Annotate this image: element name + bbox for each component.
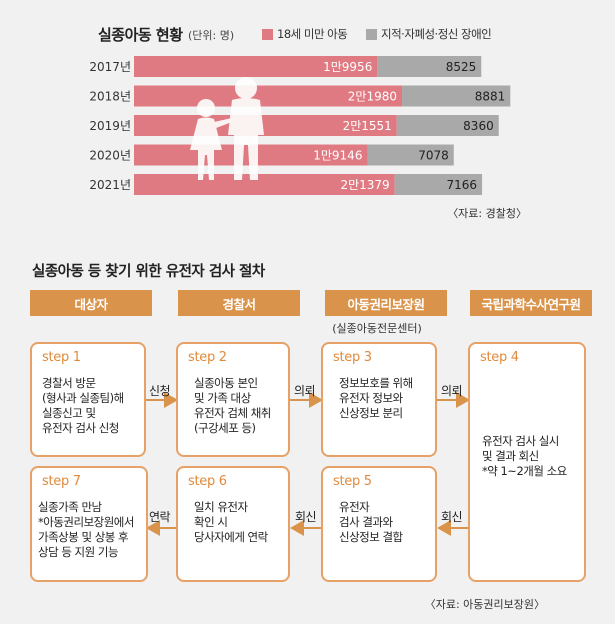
arrow-label-4-5: 회신 bbox=[441, 510, 463, 524]
header-nfs: 국립과학수사연구원 bbox=[470, 290, 592, 316]
header-police: 경찰서 bbox=[178, 290, 300, 316]
header-agency: 아동권리보장원 bbox=[325, 290, 447, 316]
step-6-label: step 6 bbox=[188, 474, 227, 489]
step-2-label: step 2 bbox=[188, 350, 227, 365]
procedure-source: 〈자료: 아동권리보장원〉 bbox=[424, 598, 545, 611]
year-label: 2021년 bbox=[89, 178, 131, 192]
legend-swatch-disabled bbox=[366, 28, 377, 40]
bar-disabled bbox=[396, 115, 499, 136]
bar-disabled bbox=[377, 56, 482, 77]
arrow-label-5-6: 회신 bbox=[295, 510, 317, 524]
year-label: 2019년 bbox=[89, 119, 131, 133]
agency-subtitle: (실종아동전문센터) bbox=[332, 322, 422, 335]
bar-disabled bbox=[394, 174, 483, 195]
year-label: 2020년 bbox=[89, 149, 131, 163]
step-3-box: step 3 정보보호를 위해 유전자 정보와 신상정보 분리 bbox=[321, 342, 437, 457]
chart-title: 실종아동 현황 bbox=[98, 26, 183, 44]
bar-value-disabled: 8525 bbox=[446, 60, 477, 74]
year-label: 2017년 bbox=[89, 60, 131, 74]
step-6-box: step 6 일치 유전자 확인 시 당사자에게 연락 bbox=[176, 466, 290, 582]
legend-item-disabled: 지적·자폐성·정신 장애인 bbox=[366, 26, 492, 42]
step-2-text: 실종아동 본인 및 가족 대상 유전자 검체 채취 (구강세포 등) bbox=[194, 376, 271, 435]
arrow-label-1-2: 신청 bbox=[149, 384, 171, 398]
year-label: 2018년 bbox=[89, 90, 131, 104]
bar-value-child: 1만9146 bbox=[313, 149, 362, 163]
arrow-label-3-4: 의뢰 bbox=[441, 384, 463, 398]
step-5-label: step 5 bbox=[333, 474, 372, 489]
bar-value-disabled: 8881 bbox=[475, 90, 506, 104]
step-5-box: step 5 유전자 검사 결과와 신상정보 결합 bbox=[321, 466, 437, 582]
bar-value-disabled: 7078 bbox=[418, 149, 449, 163]
step-3-label: step 3 bbox=[333, 350, 372, 365]
legend-swatch-child bbox=[262, 28, 273, 40]
bar-value-child: 2만1551 bbox=[343, 119, 392, 133]
legend-item-child: 18세 미만 아동 bbox=[262, 26, 348, 42]
bar-disabled bbox=[402, 85, 511, 107]
step-6-text: 일치 유전자 확인 시 당사자에게 연락 bbox=[194, 500, 268, 544]
bar-value-child: 1만9956 bbox=[323, 60, 372, 74]
step-1-box: step 1 경찰서 방문 (형사과 실종팀)해 실종신고 및 유전자 검사 신… bbox=[30, 342, 146, 457]
bar-disabled bbox=[367, 144, 454, 166]
legend-label-disabled: 지적·자폐성·정신 장애인 bbox=[381, 27, 492, 41]
procedure-title: 실종아동 등 찾기 위한 유전자 검사 절차 bbox=[32, 264, 265, 280]
bar-value-child: 2만1379 bbox=[340, 178, 389, 192]
arrow-label-6-7: 연락 bbox=[149, 510, 171, 524]
header-target: 대상자 bbox=[30, 290, 152, 316]
step-4-box: step 4 유전자 검사 실시 및 결과 회신 *약 1~2개월 소요 bbox=[468, 342, 586, 582]
bar-chart: 2017년 2018년 2019년 2020년 2021년 1만9956 8525 2만19… bbox=[89, 56, 511, 195]
step-7-box: step 7 실종가족 만남 *아동권리보장원에서 가족상봉 및 상봉 후 상담… bbox=[30, 466, 148, 582]
step-7-text: 실종가족 만남 *아동권리보장원에서 가족상봉 및 상봉 후 상담 등 지원 기… bbox=[38, 500, 134, 559]
bar-value-child: 2만1980 bbox=[348, 90, 397, 104]
step-2-box: step 2 실종아동 본인 및 가족 대상 유전자 검체 채취 (구강세포 등… bbox=[176, 342, 290, 457]
step-3-text: 정보보호를 위해 유전자 정보와 신상정보 분리 bbox=[339, 376, 413, 420]
family-silhouette-icon bbox=[190, 77, 264, 180]
bar-child bbox=[134, 56, 378, 77]
bar-value-disabled: 7166 bbox=[447, 178, 478, 192]
chart-unit: (단위: 명) bbox=[188, 29, 235, 42]
step-1-label: step 1 bbox=[42, 350, 81, 365]
arrow-label-2-3: 의뢰 bbox=[294, 384, 316, 398]
step-1-text: 경찰서 방문 (형사과 실종팀)해 실종신고 및 유전자 검사 신청 bbox=[42, 376, 124, 435]
step-4-text: 유전자 검사 실시 및 결과 회신 *약 1~2개월 소요 bbox=[482, 434, 567, 478]
legend-label-child: 18세 미만 아동 bbox=[277, 27, 348, 41]
bar-value-disabled: 8360 bbox=[463, 119, 494, 133]
step-7-label: step 7 bbox=[42, 474, 81, 489]
chart-source: 〈자료: 경찰청〉 bbox=[447, 207, 527, 220]
step-5-text: 유전자 검사 결과와 신상정보 결합 bbox=[339, 500, 403, 544]
step-4-label: step 4 bbox=[480, 350, 519, 365]
